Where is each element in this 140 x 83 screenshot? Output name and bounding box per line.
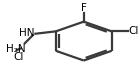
Text: F: F	[81, 3, 87, 13]
Text: Cl: Cl	[14, 52, 24, 62]
Text: H₂N: H₂N	[6, 44, 25, 54]
Text: Cl: Cl	[128, 26, 139, 36]
Text: HN: HN	[19, 28, 35, 38]
